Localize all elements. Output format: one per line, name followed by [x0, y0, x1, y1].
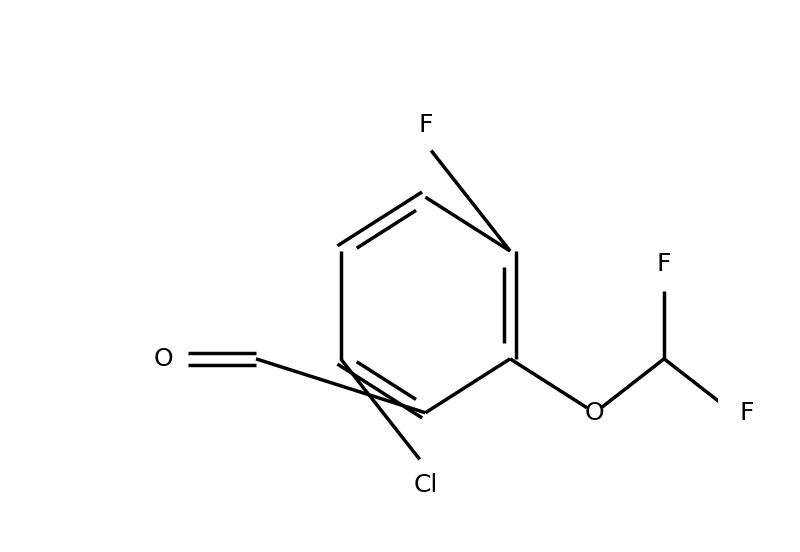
- Text: F: F: [657, 252, 671, 275]
- Text: Cl: Cl: [414, 473, 438, 497]
- Text: O: O: [154, 347, 173, 371]
- Text: F: F: [739, 401, 754, 424]
- Text: O: O: [585, 401, 605, 424]
- Text: F: F: [418, 113, 433, 137]
